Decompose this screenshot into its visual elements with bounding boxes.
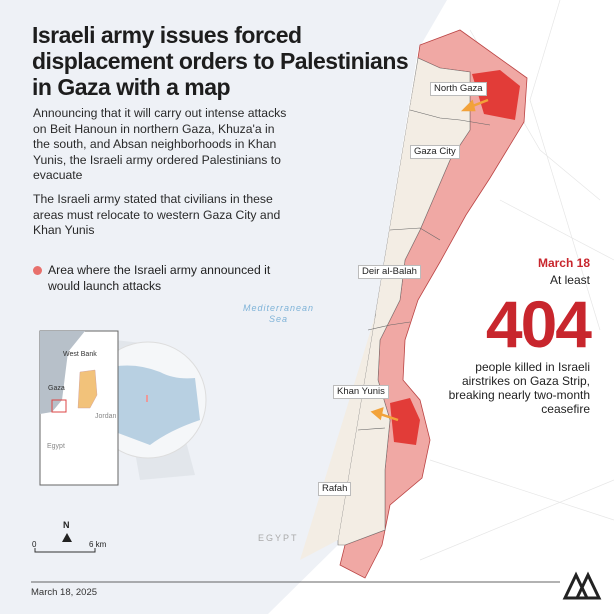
region-label: Rafah [318,482,352,496]
scale-bar [34,548,96,553]
stats-date: March 18 [537,256,590,270]
stats-description: people killed in Israeli airstrikes on G… [448,360,590,416]
scale-start: 0 [32,540,37,549]
attack-area-khan-yunis [390,398,420,445]
death-toll: 404 [485,287,592,361]
globe-water [100,365,200,445]
inset-label: Gaza [48,385,65,392]
legend: Area where the Israeli army announced it… [33,263,273,294]
arrow-icon [379,412,399,422]
page-title: Israeli army issues forced displacement … [32,22,409,100]
inset-label: West Bank [63,351,97,358]
casualty-stats: March 18 At least 404 people killed in I… [430,256,592,416]
stats-prefix: At least [549,273,590,287]
inset-label: Egypt [47,443,65,450]
roads [419,0,614,561]
locator-inset [39,330,207,486]
region-label: Deir al-Balah [358,265,421,279]
region-label: North Gaza [430,82,487,96]
west-bank-shape [77,369,98,409]
north-label: N [63,520,70,530]
region-label: Gaza City [410,145,460,159]
description-paragraph: The Israeli army stated that civilians i… [33,192,281,238]
country-label: EGYPT [258,533,299,543]
legend-dot-icon [33,266,42,275]
district-borders [357,109,491,431]
legend-label: Area where the Israeli army announced it… [48,263,271,293]
description-paragraph: Announcing that it will carry out intens… [33,106,287,183]
inset-label: Jordan [95,413,117,420]
arrows [370,98,489,422]
aa-logo [562,571,602,600]
scale-end: 6 km [89,540,107,549]
region-label: Khan Yunis [333,385,389,399]
north-arrow-icon [62,533,72,542]
sea-label: Mediterranean Sea [242,303,315,324]
publish-date: March 18, 2025 [31,587,98,598]
